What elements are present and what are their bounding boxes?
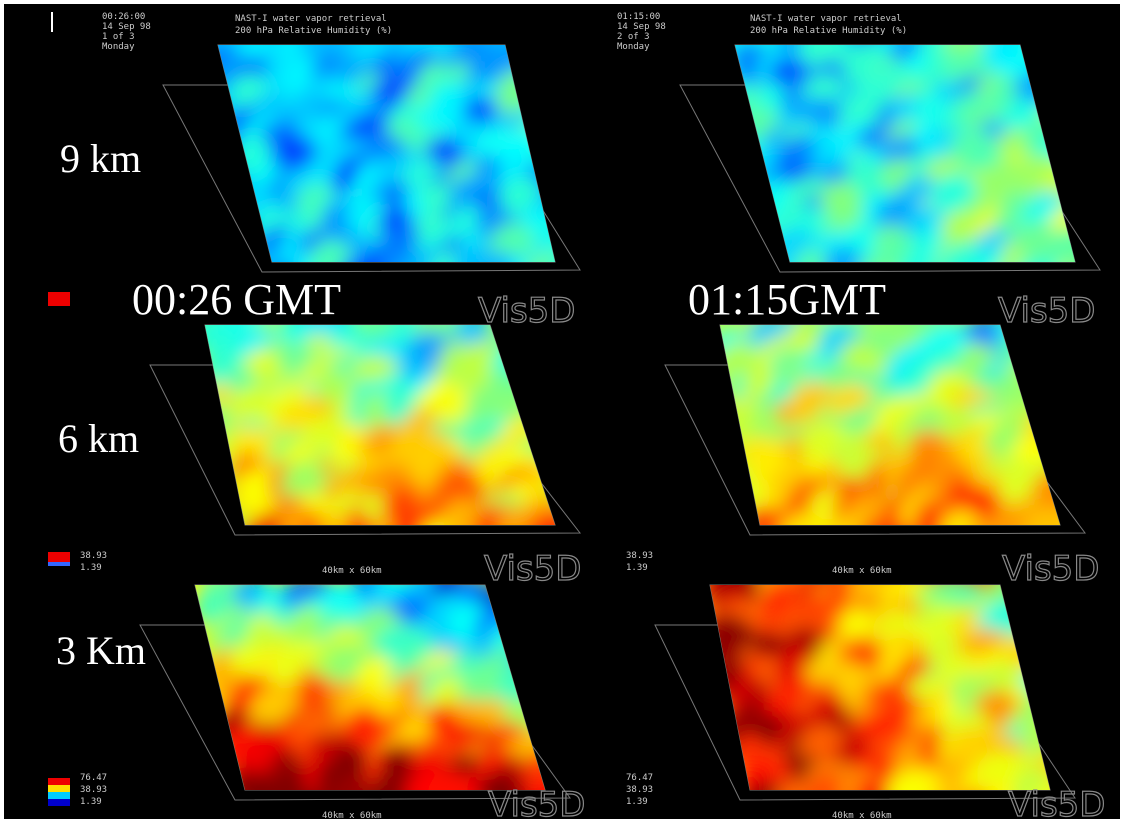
colorbar bbox=[48, 552, 70, 562]
field-cell bbox=[342, 707, 388, 753]
watermark: Vis5D bbox=[1008, 785, 1105, 823]
row-label: 6 km bbox=[58, 416, 139, 461]
field-cell bbox=[427, 770, 478, 790]
box-size: 40km x 60km bbox=[832, 566, 892, 576]
scale-mid: 38.93 bbox=[626, 785, 653, 795]
scale-max: 76.47 bbox=[626, 773, 653, 783]
title: NAST-I water vapor retrieval bbox=[235, 14, 387, 24]
field-panel bbox=[205, 325, 555, 525]
field bbox=[205, 325, 555, 525]
field-panel bbox=[195, 585, 545, 790]
day: Monday bbox=[102, 42, 135, 52]
watermark: Vis5D bbox=[488, 785, 585, 823]
field-cell bbox=[794, 247, 832, 262]
scale-mid: 38.93 bbox=[80, 551, 107, 561]
watermark: Vis5D bbox=[998, 291, 1095, 331]
field-cell bbox=[277, 503, 322, 525]
field-cell bbox=[913, 93, 950, 129]
field-cell bbox=[331, 772, 372, 790]
box-size: 40km x 60km bbox=[322, 811, 382, 821]
field-cell bbox=[999, 466, 1042, 510]
scale-min: 1.39 bbox=[80, 563, 102, 573]
field-cell bbox=[477, 771, 518, 790]
frame: 1 of 3 bbox=[102, 32, 135, 42]
colorbar bbox=[48, 292, 70, 306]
subtitle: 200 hPa Relative Humidity (%) bbox=[750, 26, 907, 36]
header-right: 01:15:00 14 Sep 98 2 of 3 Monday NAST-I … bbox=[617, 12, 907, 52]
scale-max: 76.47 bbox=[80, 773, 107, 783]
field-cell bbox=[941, 210, 975, 244]
field-cell bbox=[316, 511, 351, 525]
row-label: 9 km bbox=[60, 136, 141, 181]
field-cell bbox=[527, 510, 555, 525]
field-cell bbox=[838, 608, 874, 644]
subtitle: 200 hPa Relative Humidity (%) bbox=[235, 26, 392, 36]
scale-labels: 76.47 38.93 1.39 76.47 38.93 1.39 38.93 … bbox=[80, 551, 653, 807]
watermark: Vis5D bbox=[484, 549, 581, 589]
title: NAST-I water vapor retrieval bbox=[750, 14, 902, 24]
field-cell bbox=[287, 608, 331, 652]
box-size: 40km x 60km bbox=[832, 811, 892, 821]
field-cell bbox=[452, 246, 497, 262]
field-cell bbox=[1016, 220, 1058, 262]
watermark: Vis5D bbox=[1002, 549, 1099, 589]
colorbars bbox=[48, 292, 70, 806]
field-cell bbox=[494, 505, 544, 525]
field bbox=[195, 585, 545, 790]
field-cell bbox=[1028, 506, 1060, 525]
field-cell bbox=[419, 182, 452, 215]
colorbar bbox=[48, 785, 70, 792]
box-size: 40km x 60km bbox=[322, 566, 382, 576]
time-label: 01:15GMT bbox=[688, 275, 886, 324]
field-cell bbox=[886, 769, 932, 790]
colorbar bbox=[48, 778, 70, 785]
colorbar bbox=[48, 799, 70, 806]
field-cell bbox=[939, 509, 984, 525]
field bbox=[710, 585, 1050, 790]
panels bbox=[139, 44, 1101, 801]
field-cell bbox=[823, 246, 866, 262]
field-panel bbox=[735, 45, 1075, 262]
field-panel bbox=[720, 325, 1060, 525]
day: Monday bbox=[617, 42, 650, 52]
field-cell bbox=[1012, 768, 1050, 790]
colorbar bbox=[48, 562, 70, 566]
scale-mid: 38.93 bbox=[626, 551, 653, 561]
time: 01:15:00 bbox=[617, 12, 660, 22]
scale-min: 1.39 bbox=[626, 563, 648, 573]
field-cell bbox=[986, 506, 1028, 525]
field-cell bbox=[810, 98, 843, 131]
field bbox=[720, 325, 1060, 525]
field-cell bbox=[340, 234, 381, 262]
scale-min: 1.39 bbox=[626, 797, 648, 807]
field-cell bbox=[236, 773, 281, 790]
header-left: 00:26:00 14 Sep 98 1 of 3 Monday NAST-I … bbox=[102, 12, 392, 52]
date: 14 Sep 98 bbox=[617, 22, 666, 32]
row-label: 3 Km bbox=[56, 628, 146, 673]
date: 14 Sep 98 bbox=[102, 22, 151, 32]
field-cell bbox=[524, 775, 545, 790]
field-cell bbox=[484, 251, 519, 262]
field bbox=[735, 45, 1075, 262]
time: 00:26:00 bbox=[102, 12, 145, 22]
watermark: Vis5D bbox=[478, 291, 575, 331]
field-cell bbox=[856, 778, 890, 790]
field-cell bbox=[935, 756, 970, 790]
field-cell bbox=[940, 244, 984, 262]
frame: 2 of 3 bbox=[617, 32, 650, 42]
field-cell bbox=[308, 239, 355, 262]
scale-min: 1.39 bbox=[80, 797, 102, 807]
colorbar bbox=[48, 792, 70, 799]
time-label: 00:26 GMT bbox=[132, 275, 341, 324]
scale-mid: 38.93 bbox=[80, 785, 107, 795]
field-panel bbox=[710, 585, 1050, 790]
